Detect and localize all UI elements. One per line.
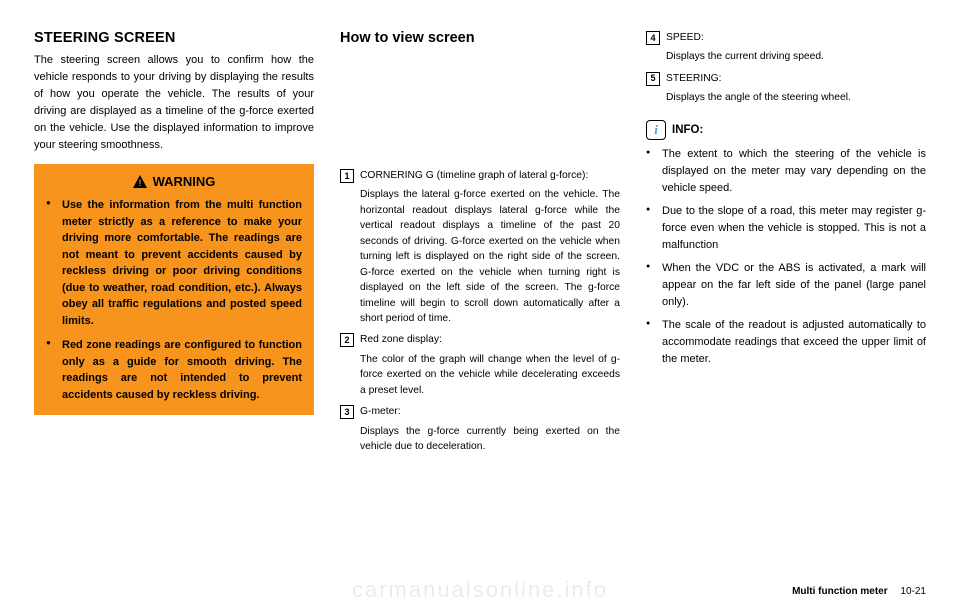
- info-heading: i INFO:: [646, 120, 926, 140]
- warning-label: WARNING: [153, 174, 216, 189]
- warning-triangle-icon: !: [133, 175, 147, 188]
- number-box-icon: 3: [340, 405, 354, 419]
- warning-item: Red zone readings are configured to func…: [46, 337, 302, 403]
- item-desc: Displays the angle of the steering wheel…: [666, 90, 851, 105]
- info-item: The extent to which the steering of the …: [646, 146, 926, 197]
- item-content: G-meter: Displays the g-force currently …: [360, 404, 620, 454]
- item-desc: Displays the current driving speed.: [666, 49, 824, 64]
- numbered-item: 1 CORNERING G (timeline graph of lateral…: [340, 168, 620, 326]
- how-to-view-heading: How to view screen: [340, 30, 620, 46]
- item-desc: Displays the g-force currently being exe…: [360, 424, 620, 455]
- item-content: Red zone display: The color of the graph…: [360, 332, 620, 398]
- numbered-item: 2 Red zone display: The color of the gra…: [340, 332, 620, 398]
- numbered-item: 3 G-meter: Displays the g-force currentl…: [340, 404, 620, 454]
- info-list: The extent to which the steering of the …: [646, 146, 926, 369]
- item-title: SPEED:: [666, 30, 824, 45]
- item-title: G-meter:: [360, 404, 620, 419]
- warning-heading: ! WARNING: [46, 174, 302, 189]
- warning-item: Use the information from the multi funct…: [46, 197, 302, 329]
- warning-list: Use the information from the multi funct…: [46, 197, 302, 403]
- warning-box: ! WARNING Use the information from the m…: [34, 164, 314, 415]
- column-right: 4 SPEED: Displays the current driving sp…: [646, 30, 926, 593]
- footer-page-number: 10-21: [900, 586, 926, 597]
- number-box-icon: 4: [646, 31, 660, 45]
- numbered-item: 4 SPEED: Displays the current driving sp…: [646, 30, 926, 65]
- item-title: CORNERING G (timeline graph of lateral g…: [360, 168, 620, 183]
- svg-text:!: !: [138, 178, 141, 188]
- item-desc: Displays the lateral g-force exerted on …: [360, 187, 620, 326]
- steering-screen-heading: STEERING SCREEN: [34, 30, 314, 46]
- column-middle: How to view screen 1 CORNERING G (timeli…: [340, 30, 620, 593]
- number-box-icon: 5: [646, 72, 660, 86]
- numbered-item: 5 STEERING: Displays the angle of the st…: [646, 71, 926, 106]
- info-item: The scale of the readout is adjusted aut…: [646, 317, 926, 368]
- screen-image-placeholder: [340, 52, 620, 162]
- steering-screen-intro: The steering screen allows you to confir…: [34, 52, 314, 154]
- info-label: INFO:: [672, 124, 703, 136]
- footer-section: Multi function meter: [792, 586, 888, 597]
- column-left: STEERING SCREEN The steering screen allo…: [34, 30, 314, 593]
- info-item: Due to the slope of a road, this meter m…: [646, 203, 926, 254]
- item-title: STEERING:: [666, 71, 851, 86]
- info-icon: i: [646, 120, 666, 140]
- info-item: When the VDC or the ABS is activated, a …: [646, 260, 926, 311]
- page-container: STEERING SCREEN The steering screen allo…: [0, 0, 960, 611]
- page-footer: Multi function meter 10-21: [792, 586, 926, 597]
- item-desc: The color of the graph will change when …: [360, 352, 620, 398]
- item-title: Red zone display:: [360, 332, 620, 347]
- item-content: SPEED: Displays the current driving spee…: [666, 30, 824, 65]
- number-box-icon: 2: [340, 333, 354, 347]
- number-box-icon: 1: [340, 169, 354, 183]
- item-content: STEERING: Displays the angle of the stee…: [666, 71, 851, 106]
- item-content: CORNERING G (timeline graph of lateral g…: [360, 168, 620, 326]
